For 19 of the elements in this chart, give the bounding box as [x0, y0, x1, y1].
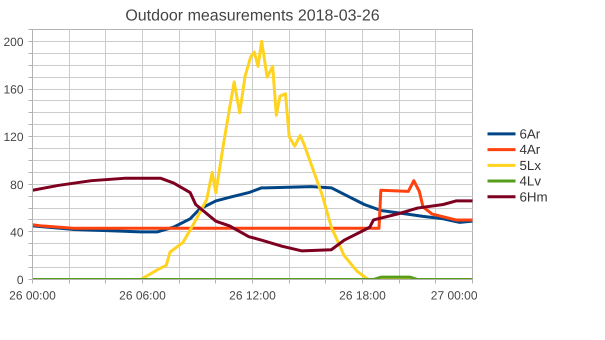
x-tick-label: 26 12:00: [229, 288, 276, 302]
y-tick-label: 160: [3, 82, 24, 97]
legend-label: 5Lx: [520, 158, 542, 173]
line-series: [32, 176, 472, 252]
y-tick-label: 40: [10, 225, 24, 240]
y-tick-label: 0: [16, 273, 24, 287]
x-tick-label: 27 00:00: [430, 288, 478, 302]
legend-label: 4Lv: [520, 174, 542, 189]
legend-label: 4Ar: [520, 142, 541, 158]
legend-label: 6Hm: [520, 189, 548, 204]
legend-label: 6Ar: [520, 126, 541, 142]
x-tick-label: 26 18:00: [339, 288, 386, 302]
x-tick-label: 26 00:00: [9, 288, 56, 302]
y-tick-label: 120: [3, 130, 24, 144]
chart-title: Outdoor measurements 2018-03-26: [125, 8, 380, 24]
line-series: [32, 179, 472, 230]
y-tick-label: 200: [3, 34, 24, 49]
x-tick-label: 26 06:00: [119, 288, 166, 302]
y-tick-label: 80: [10, 178, 24, 192]
